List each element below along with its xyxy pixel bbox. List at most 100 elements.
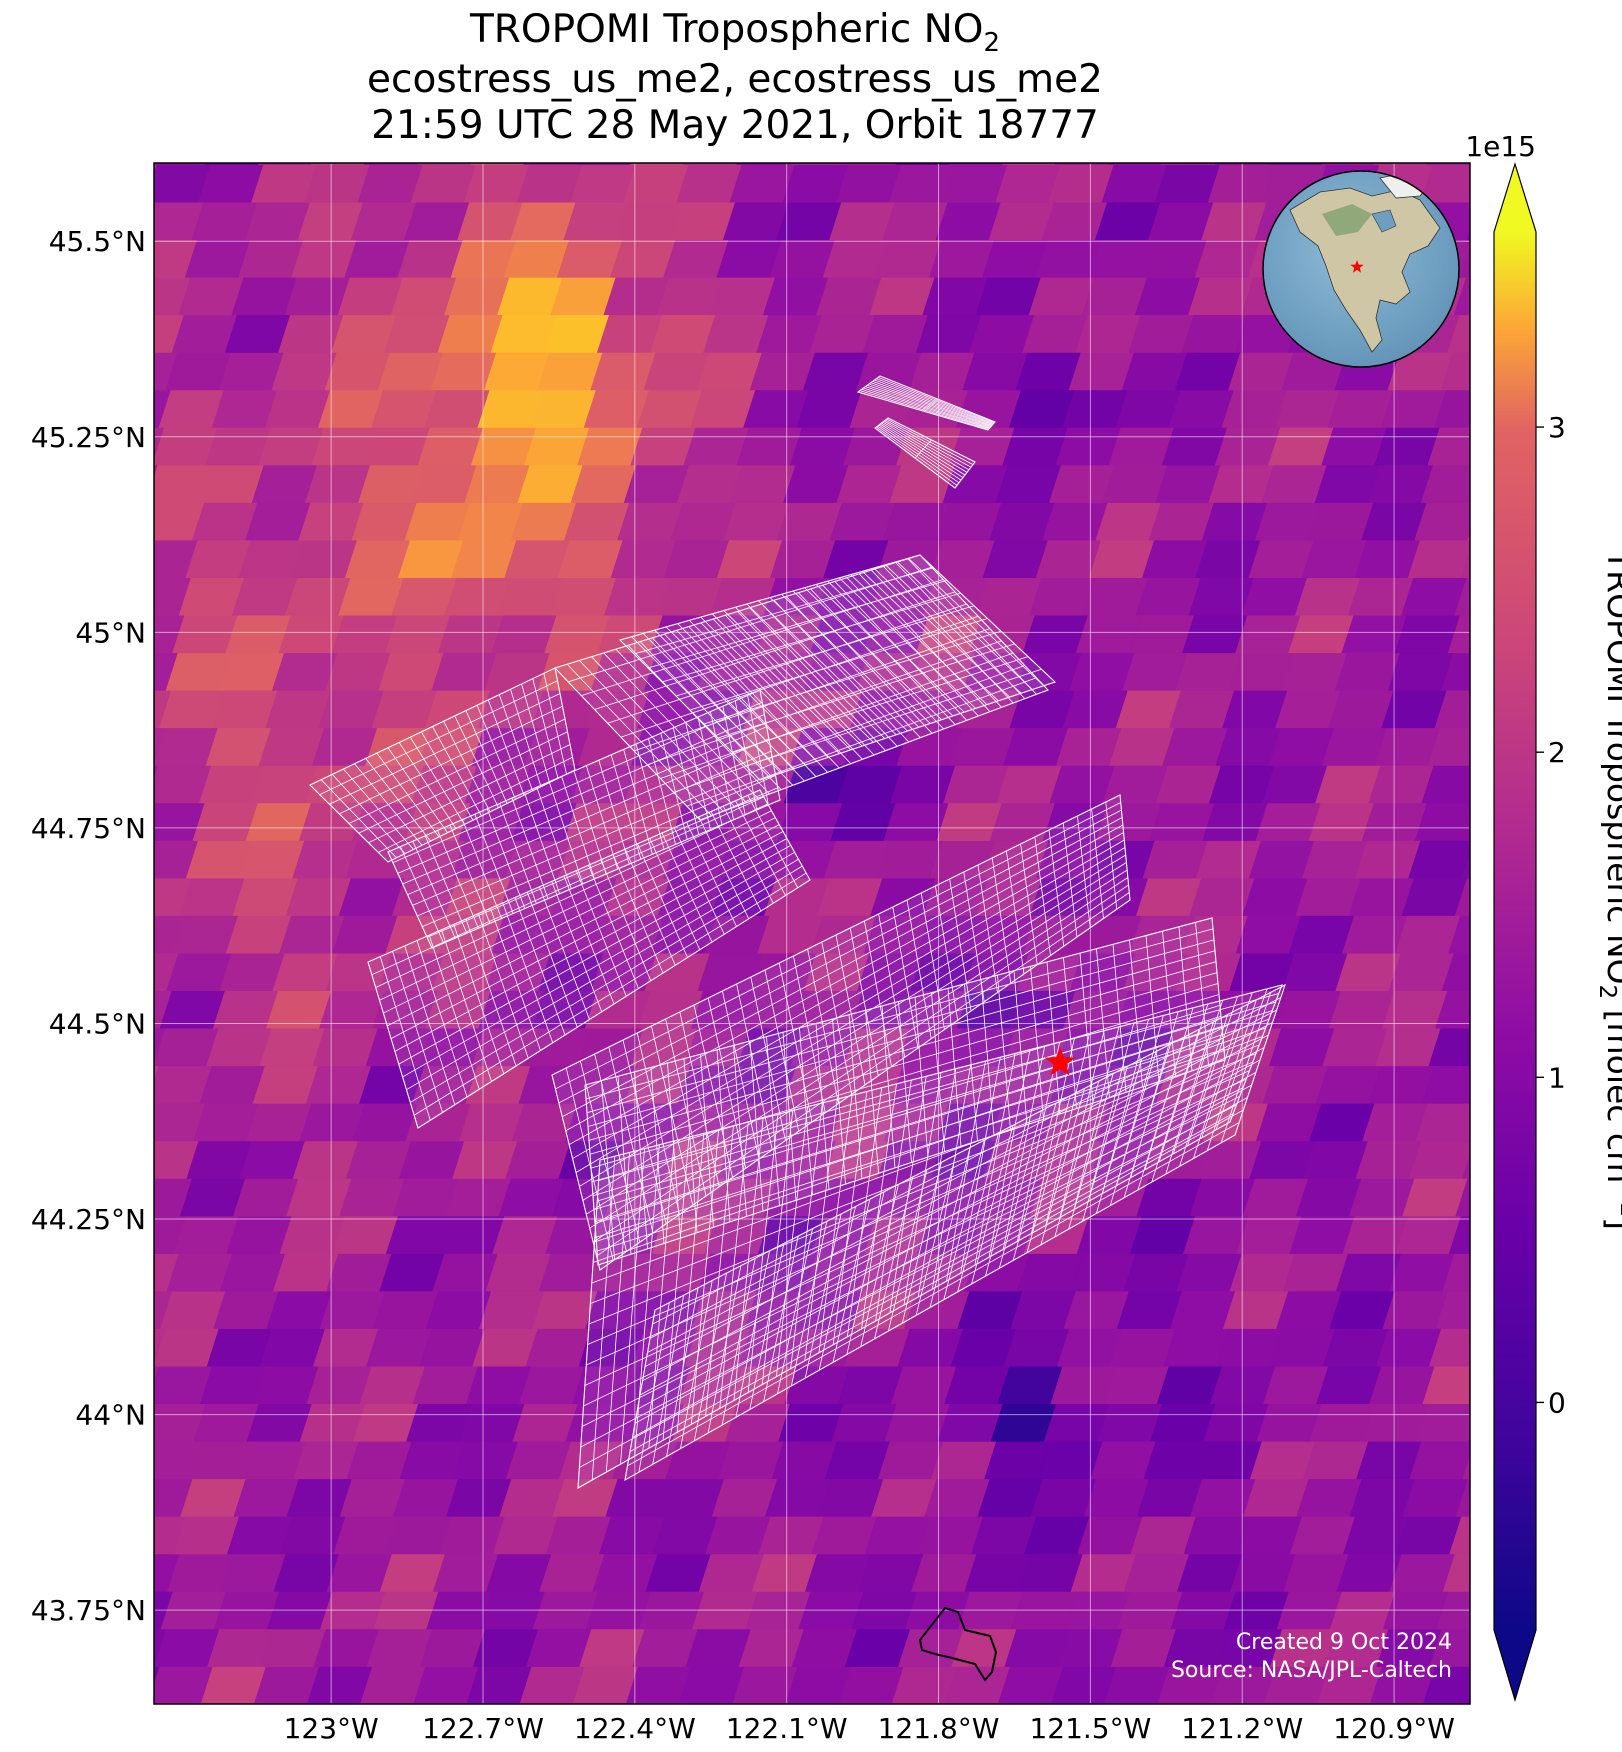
- no2-pixel: [67, 916, 132, 954]
- footprint-gridline: [635, 743, 665, 850]
- footprint-gridline: [591, 656, 736, 808]
- no2-pixel: [537, 52, 602, 90]
- no2-pixel: [53, 690, 118, 728]
- footprint-gridline: [632, 1097, 1248, 1438]
- no2-pixel: [856, 52, 921, 90]
- lon-tick-label: 122.7°W: [422, 1712, 544, 1745]
- footprint-gridline: [661, 592, 961, 683]
- ecostress-footprint-grids: [309, 375, 1286, 1489]
- colorbar: 0 1 2 3 1e15 TROPOMI Tropospheric NO2 [mole…: [1465, 130, 1622, 1703]
- footprint-gridline: [587, 1061, 1253, 1345]
- footprint-gridline: [612, 854, 664, 974]
- no2-pixel: [1454, 877, 1470, 916]
- footprint-gridline: [673, 827, 725, 935]
- footprint-gridline: [689, 618, 988, 711]
- no2-pixel: [1161, 163, 1216, 165]
- footprint-gridline: [895, 562, 1026, 699]
- no2-pixel: [59, 352, 124, 390]
- figure-title-line-2: ecostress_us_me2, ecostress_us_me2: [367, 57, 1103, 102]
- footprint-gridline: [568, 566, 932, 683]
- footprint-gridline: [848, 1014, 863, 1179]
- footprint-gridline: [413, 872, 807, 1116]
- no2-pixel: [1434, 389, 1470, 428]
- footprint-gridline: [402, 851, 795, 1078]
- no2-pixel: [68, 1516, 133, 1554]
- no2-pixel: [112, 52, 177, 90]
- footprint-gridline: [686, 677, 1037, 807]
- footprint-gridline: [580, 1104, 1237, 1448]
- footprint-gridline: [639, 1059, 1261, 1396]
- footprint-gridline: [716, 1049, 731, 1222]
- footprint-gridline: [620, 615, 979, 738]
- footprint-gridline: [871, 569, 1002, 708]
- footprint-gridline: [647, 1022, 1273, 1353]
- footprint-gridline: [558, 809, 1122, 1104]
- no2-pixel: [42, 1666, 107, 1704]
- no2-pixel: [1453, 276, 1470, 316]
- no2-pixel: [371, 89, 436, 127]
- footprint-gridline: [424, 835, 468, 934]
- no2-pixel: [61, 1554, 126, 1592]
- no2-pixel: [1069, 52, 1134, 90]
- no2-pixel: [697, 52, 762, 90]
- no2-pixel: [1328, 89, 1393, 127]
- footprint-gridline: [997, 975, 1011, 1131]
- no2-pixel: [1001, 163, 1057, 165]
- colorbar-tick-label: 0: [1548, 1386, 1566, 1419]
- no2-pixel: [629, 163, 685, 165]
- footprint-gridline: [383, 817, 776, 1014]
- no2-pixel: [1470, 1704, 1535, 1742]
- footprint-gridline: [348, 718, 566, 824]
- footprint-grid-small: [874, 417, 976, 489]
- colorbar-outline: [1493, 161, 1537, 1703]
- no2-pixel: [46, 127, 111, 165]
- footprint-gridline: [536, 787, 572, 889]
- footprint-gridline: [586, 1070, 1250, 1366]
- no2-pixel: [431, 52, 496, 90]
- footprint-gridline: [673, 665, 1025, 793]
- no2-pixel: [1487, 89, 1552, 127]
- footprint-grid: [624, 983, 1286, 1482]
- lake-outline: [918, 1606, 998, 1682]
- footprint-gridline: [649, 838, 701, 950]
- no2-pixel: [903, 89, 968, 127]
- footprint-gridline: [799, 1027, 813, 1195]
- footprint-gridline: [667, 1062, 681, 1239]
- no2-pixel: [154, 1666, 161, 1687]
- no2-pixel: [424, 89, 489, 127]
- no2-pixel: [1054, 163, 1110, 165]
- no2-pixel: [1423, 1666, 1470, 1704]
- footprint-gridline: [555, 802, 1121, 1090]
- footprint-gridline: [449, 824, 491, 924]
- footprint-gridline: [623, 749, 653, 855]
- no2-pixel: [378, 52, 443, 90]
- footprint-gridline: [634, 1071, 648, 1249]
- footprint-gridline: [624, 848, 676, 966]
- footprint-gridline: [412, 841, 456, 939]
- no2-pixel: [1441, 52, 1506, 90]
- footprint-gridline: [586, 765, 618, 870]
- no2-pixel: [87, 1103, 152, 1141]
- footprint-gridline: [617, 1076, 632, 1255]
- footprint-gridline: [766, 1036, 780, 1206]
- footprint-gridline: [477, 913, 529, 1059]
- footprint-gridline: [594, 1018, 1270, 1243]
- footprint-gridline: [686, 822, 737, 927]
- footprint-gridline: [717, 643, 1015, 739]
- no2-pixel: [803, 52, 868, 90]
- no2-pixel: [1447, 614, 1470, 654]
- footprint-gridline: [881, 1005, 896, 1168]
- no2-pixel: [1440, 351, 1470, 391]
- no2-pixel: [1214, 163, 1270, 165]
- footprint-gridline: [561, 776, 595, 880]
- no2-pixel: [584, 89, 649, 127]
- no2-pixel: [1455, 1177, 1470, 1217]
- footprint-gridline: [526, 891, 578, 1028]
- no2-pixel: [644, 52, 709, 90]
- no2-pixel: [154, 164, 159, 177]
- no2-pixel: [154, 163, 207, 165]
- credit-created: Created 9 Oct 2024: [1236, 1630, 1452, 1655]
- no2-pixel: [310, 163, 366, 165]
- footprint-gridline: [358, 731, 568, 834]
- figure-title-line-3: 21:59 UTC 28 May 2021, Orbit 18777: [371, 103, 1099, 148]
